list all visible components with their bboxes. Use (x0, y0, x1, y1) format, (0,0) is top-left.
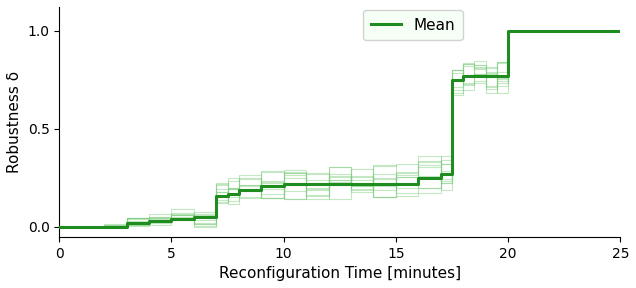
Mean (504, 29, 512, 32)
Y-axis label: Robustness δ: Robustness δ (7, 71, 22, 173)
Mean (258, 184, 265, 187)
Line: Mean: Mean (59, 31, 620, 227)
Mean (123, 221, 130, 225)
X-axis label: Reconfiguration Time [minutes]: Reconfiguration Time [minutes] (219, 266, 461, 281)
Legend: Mean: Mean (363, 10, 462, 40)
Mean (448, 78, 456, 81)
Mean (527, 29, 534, 32)
Mean (437, 172, 445, 176)
Mean (471, 74, 478, 77)
Mean (572, 29, 579, 32)
Mean (493, 74, 501, 77)
Mean (482, 74, 490, 77)
Mean (370, 182, 377, 185)
Mean (459, 74, 467, 77)
Mean (190, 215, 198, 219)
Mean (224, 192, 232, 195)
Mean (302, 182, 310, 185)
Mean (100, 225, 108, 229)
Mean (325, 182, 333, 185)
Mean (212, 194, 220, 197)
Mean (145, 219, 153, 223)
Mean (616, 29, 624, 32)
Mean (280, 182, 287, 185)
Mean (594, 29, 602, 32)
Mean (55, 225, 63, 229)
Mean (168, 217, 176, 221)
Mean (392, 182, 399, 185)
Mean (235, 188, 242, 191)
Mean (415, 176, 422, 180)
Mean (347, 182, 355, 185)
Mean (549, 29, 556, 32)
